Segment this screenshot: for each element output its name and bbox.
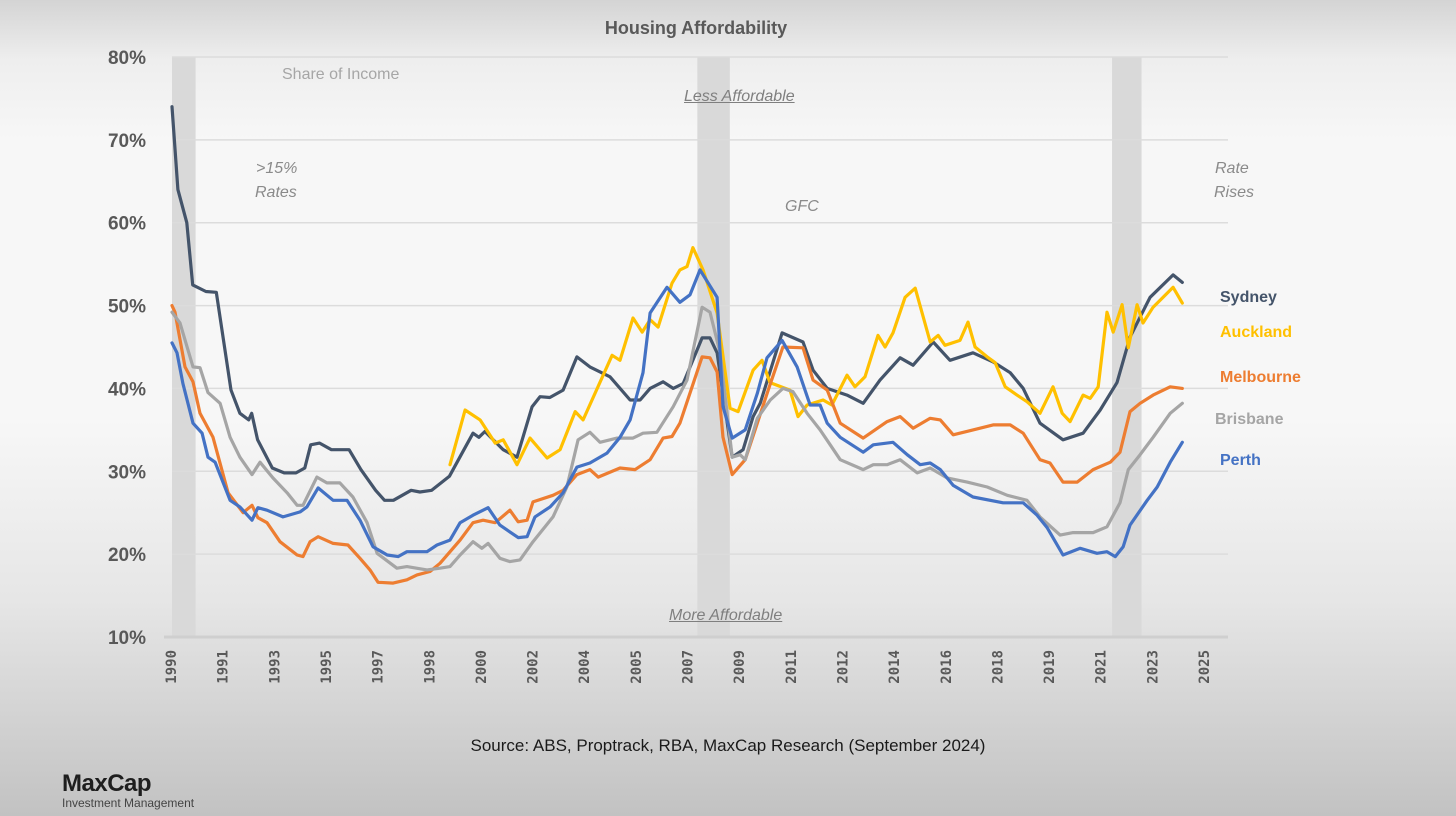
- y-tick-label: 60%: [108, 214, 146, 235]
- x-tick-label: 2023: [1145, 650, 1161, 684]
- gridlines: [164, 56, 1228, 639]
- annotation-gfc: GFC: [785, 198, 819, 215]
- y-tick-label: 40%: [108, 379, 146, 400]
- legend-brisbane: Brisbane: [1215, 411, 1284, 428]
- x-tick-label: 1993: [267, 650, 283, 684]
- x-tick-label: 2007: [681, 650, 697, 684]
- x-tick-label: 2009: [732, 650, 748, 684]
- logo-tagline: Investment Management: [62, 796, 195, 810]
- x-tick-label: 2025: [1197, 650, 1213, 684]
- y-tick-label: 10%: [108, 628, 146, 649]
- x-tick-label: 1990: [164, 650, 180, 684]
- series-line-brisbane: [170, 305, 1184, 572]
- annotation-less-affordable: Less Affordable: [684, 88, 795, 105]
- x-axis-ticks: 1990 1991 1993 1995 1997 1998 2000 2002 2004 2005…: [164, 650, 1213, 684]
- legend-perth: Perth: [1220, 452, 1261, 469]
- y-tick-label: 50%: [108, 297, 146, 318]
- chart-subtitle: Share of Income: [282, 66, 400, 83]
- series-line-perth: [170, 268, 1184, 559]
- series-lines: [170, 105, 1184, 585]
- y-tick-label: 20%: [108, 545, 146, 566]
- x-tick-label: 2012: [835, 650, 851, 684]
- annotation-rate-rises-2: Rises: [1214, 184, 1255, 201]
- legend-melbourne: Melbourne: [1220, 369, 1301, 386]
- y-tick-label: 30%: [108, 462, 146, 483]
- x-tick-label: 2014: [887, 650, 903, 684]
- annotation-more-affordable: More Affordable: [669, 607, 783, 624]
- x-tick-label: 1995: [319, 650, 335, 684]
- series-line-melbourne: [170, 304, 1184, 585]
- x-tick-label: 2000: [474, 650, 490, 684]
- x-tick-label: 1997: [371, 650, 387, 684]
- x-tick-label: 2005: [629, 650, 645, 684]
- x-tick-label: 1991: [216, 650, 232, 684]
- legend-sydney: Sydney: [1220, 289, 1277, 306]
- x-tick-label: 2018: [990, 650, 1006, 684]
- x-tick-label: 2021: [1094, 650, 1110, 684]
- source-note: Source: ABS, Proptrack, RBA, MaxCap Rese…: [470, 736, 986, 755]
- x-tick-label: 2019: [1042, 650, 1058, 684]
- logo-name: MaxCap: [62, 770, 152, 797]
- x-tick-label: 1998: [422, 650, 438, 684]
- x-tick-label: 2016: [939, 650, 955, 684]
- annotation-high-rates-2: Rates: [255, 184, 297, 201]
- annotation-high-rates-1: >15%: [256, 160, 298, 177]
- shaded-periods: [172, 57, 1142, 637]
- legend-auckland: Auckland: [1220, 324, 1293, 341]
- series-line-auckland: [448, 246, 1184, 467]
- y-tick-label: 70%: [108, 131, 146, 152]
- x-tick-label: 2011: [784, 650, 800, 684]
- series-line-sydney: [170, 105, 1184, 502]
- x-tick-label: 2002: [526, 650, 542, 684]
- chart-title: Housing Affordability: [604, 18, 788, 38]
- y-axis-ticks: 10% 20% 30% 40% 50% 60% 70% 80%: [108, 48, 146, 649]
- y-tick-label: 80%: [108, 48, 146, 69]
- shaded-period: [172, 57, 196, 637]
- annotation-rate-rises-1: Rate: [1215, 160, 1249, 177]
- x-tick-label: 2004: [577, 650, 593, 684]
